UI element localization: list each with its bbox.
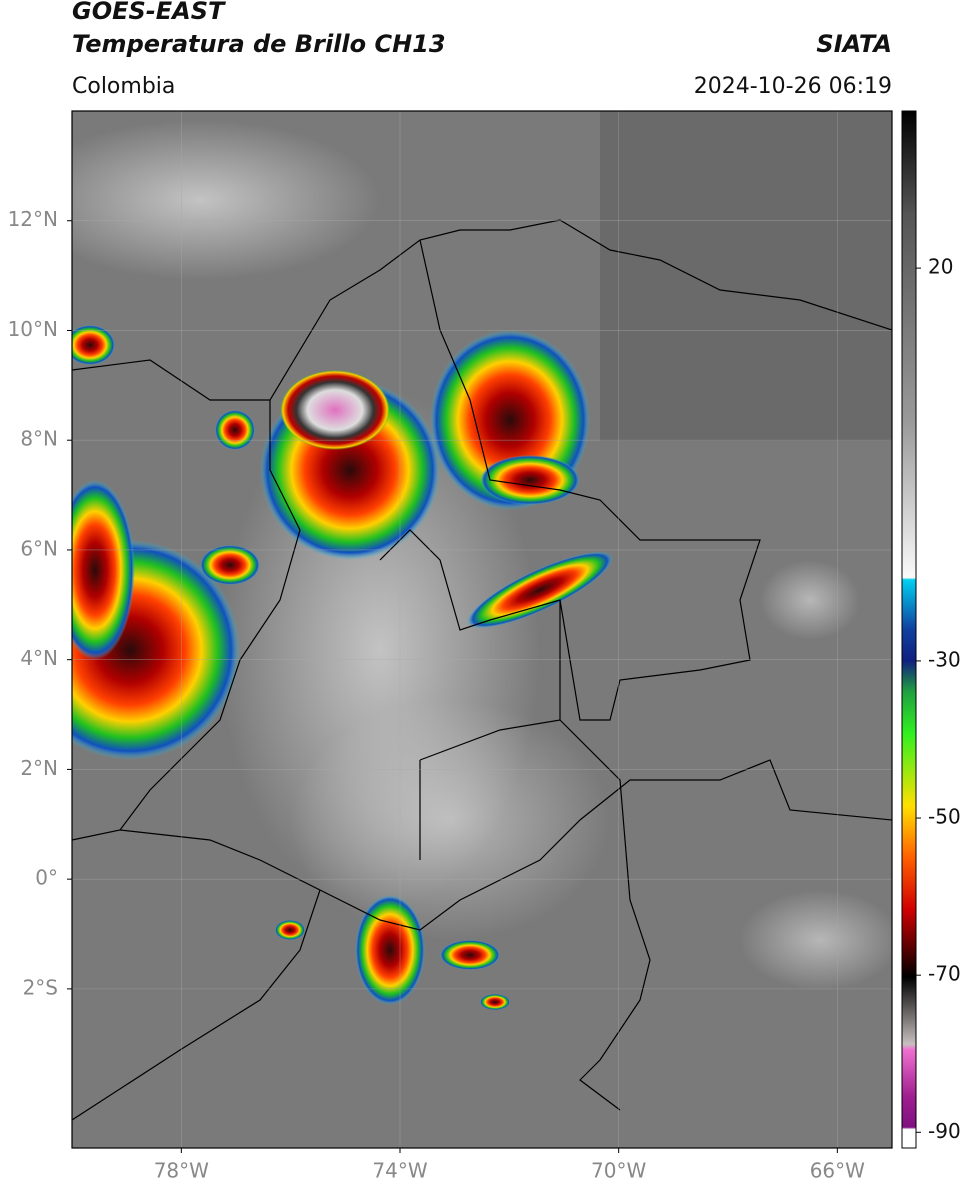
y-tick-label: 8°N (20, 427, 58, 451)
y-tick-label: 6°N (20, 536, 58, 560)
y-tick-label: 2°N (20, 756, 58, 780)
map-frame (71, 110, 893, 1149)
colorbar-tick-label: -50 (928, 805, 961, 829)
source: SIATA (816, 30, 892, 58)
y-tick-label: 0° (35, 866, 58, 890)
y-tick-label: 4°N (20, 646, 58, 670)
x-tick-label: 78°W (154, 1159, 209, 1183)
x-tick-label: 70°W (591, 1159, 646, 1183)
x-tick-label: 66°W (810, 1159, 865, 1183)
y-tick-label: 2°S (23, 975, 58, 999)
y-tick-label: 12°N (8, 207, 58, 231)
title: Temperatura de Brillo CH13 (72, 30, 446, 58)
colorbar (901, 110, 917, 1149)
satellite-image (72, 111, 892, 1148)
title: GOES-EAST (72, 0, 226, 25)
colorbar-tick-label: -70 (928, 962, 961, 986)
colorbar-tick-label: -30 (928, 647, 961, 671)
y-tick-label: 10°N (8, 317, 58, 341)
colorbar-tick-label: 20 (928, 255, 953, 279)
x-tick-label: 74°W (372, 1159, 427, 1183)
colorbar-tick-label: -90 (928, 1119, 961, 1143)
timestamp: 2024-10-26 06:19 (694, 74, 892, 99)
region: Colombia (72, 74, 175, 99)
